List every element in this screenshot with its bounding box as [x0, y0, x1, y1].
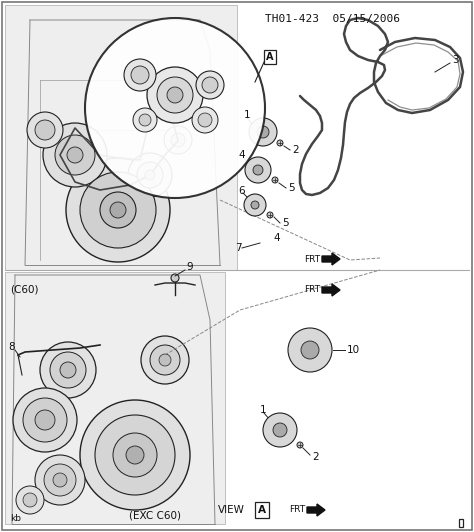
- Text: FRT: FRT: [304, 254, 320, 263]
- Circle shape: [196, 71, 224, 99]
- Text: 9: 9: [186, 262, 192, 272]
- Text: 1: 1: [244, 110, 251, 120]
- Circle shape: [40, 342, 96, 398]
- Circle shape: [16, 486, 44, 514]
- Text: 4: 4: [273, 233, 280, 243]
- Circle shape: [159, 354, 171, 366]
- Circle shape: [245, 157, 271, 183]
- Text: 7: 7: [235, 243, 242, 253]
- Circle shape: [263, 413, 297, 447]
- Circle shape: [110, 202, 126, 218]
- Circle shape: [141, 336, 189, 384]
- Circle shape: [35, 455, 85, 505]
- Circle shape: [95, 415, 175, 495]
- Circle shape: [145, 170, 155, 180]
- Text: (EXC C60): (EXC C60): [129, 510, 181, 520]
- Circle shape: [43, 123, 107, 187]
- Circle shape: [150, 345, 180, 375]
- Text: 4: 4: [238, 150, 245, 160]
- Circle shape: [23, 398, 67, 442]
- Circle shape: [157, 77, 193, 113]
- Circle shape: [126, 446, 144, 464]
- Text: 10: 10: [347, 345, 360, 355]
- Circle shape: [50, 352, 86, 388]
- Text: 8: 8: [8, 342, 15, 352]
- Text: 5: 5: [288, 183, 295, 193]
- Bar: [5, 272, 225, 524]
- Text: A: A: [258, 505, 266, 515]
- FancyArrow shape: [322, 253, 340, 265]
- Circle shape: [131, 66, 149, 84]
- Circle shape: [253, 165, 263, 175]
- FancyArrow shape: [322, 284, 340, 296]
- Text: 1: 1: [260, 405, 266, 415]
- Circle shape: [272, 177, 278, 183]
- Circle shape: [251, 201, 259, 209]
- Circle shape: [192, 107, 218, 133]
- Circle shape: [60, 362, 76, 378]
- Text: TH01-423  05/15/2006: TH01-423 05/15/2006: [265, 14, 400, 24]
- Text: kb: kb: [10, 514, 21, 523]
- Circle shape: [85, 18, 265, 198]
- Circle shape: [139, 114, 151, 126]
- Circle shape: [100, 192, 136, 228]
- Text: (C60): (C60): [10, 285, 38, 295]
- Text: FRT: FRT: [304, 286, 320, 295]
- Text: 3: 3: [452, 55, 459, 65]
- Circle shape: [150, 100, 170, 120]
- Circle shape: [13, 388, 77, 452]
- Circle shape: [164, 126, 192, 154]
- Circle shape: [202, 77, 218, 93]
- Circle shape: [80, 172, 156, 248]
- Circle shape: [297, 442, 303, 448]
- Circle shape: [55, 135, 95, 175]
- FancyArrow shape: [307, 504, 325, 516]
- Circle shape: [23, 493, 37, 507]
- Circle shape: [249, 118, 277, 146]
- Text: 6: 6: [238, 186, 245, 196]
- Text: VIEW: VIEW: [218, 505, 245, 515]
- Circle shape: [273, 423, 287, 437]
- Circle shape: [35, 410, 55, 430]
- Circle shape: [27, 112, 63, 148]
- Circle shape: [171, 274, 179, 282]
- Text: A: A: [266, 52, 274, 62]
- Circle shape: [155, 105, 165, 115]
- Circle shape: [167, 87, 183, 103]
- Circle shape: [66, 158, 170, 262]
- Text: FRT: FRT: [289, 505, 305, 514]
- Circle shape: [44, 464, 76, 496]
- Circle shape: [267, 212, 273, 218]
- Text: 5: 5: [282, 218, 289, 228]
- Circle shape: [137, 162, 163, 188]
- Circle shape: [113, 433, 157, 477]
- Circle shape: [128, 153, 172, 197]
- Circle shape: [257, 126, 269, 138]
- Circle shape: [171, 133, 185, 147]
- Text: 2: 2: [292, 145, 299, 155]
- Circle shape: [124, 59, 156, 91]
- Text: 2: 2: [312, 452, 319, 462]
- Circle shape: [147, 67, 203, 123]
- Circle shape: [277, 140, 283, 146]
- Circle shape: [35, 120, 55, 140]
- Bar: [5, 5, 237, 270]
- Circle shape: [288, 328, 332, 372]
- Circle shape: [198, 113, 212, 127]
- Circle shape: [67, 147, 83, 163]
- Circle shape: [53, 473, 67, 487]
- Circle shape: [133, 108, 157, 132]
- Circle shape: [80, 400, 190, 510]
- Circle shape: [244, 194, 266, 216]
- Circle shape: [301, 341, 319, 359]
